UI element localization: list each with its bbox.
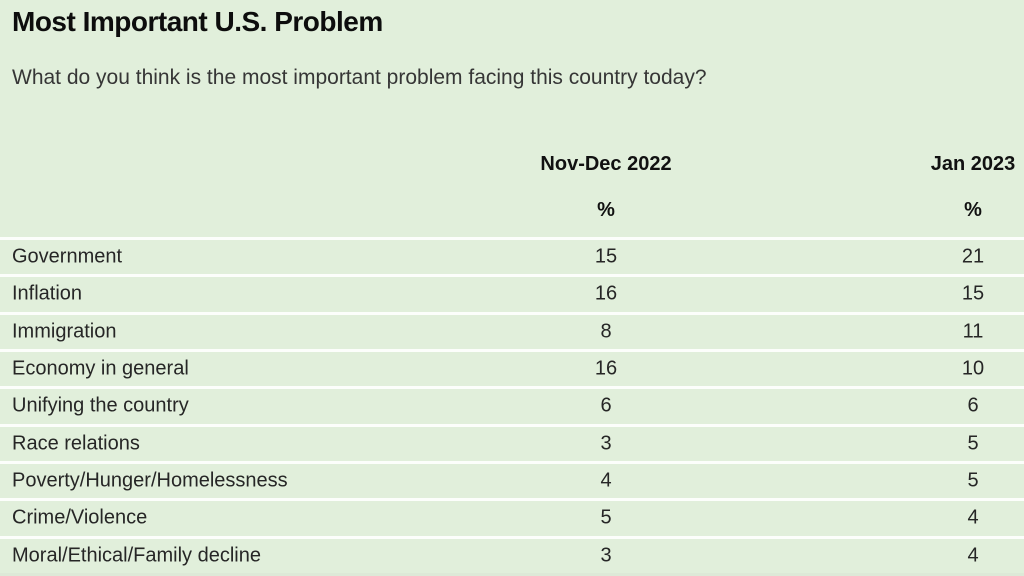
table-row: Inflation 16 15 bbox=[0, 274, 1024, 311]
table-row: Poverty/Hunger/Homelessness 4 5 bbox=[0, 460, 1024, 498]
value-nov-dec-2022: 16 bbox=[594, 357, 618, 380]
table-row: Crime/Violence 5 4 bbox=[0, 498, 1024, 535]
table-row: Immigration 8 11 bbox=[0, 311, 1024, 349]
value-nov-dec-2022: 16 bbox=[594, 282, 618, 305]
table-row: Government 15 21 bbox=[0, 237, 1024, 274]
problem-label: Government bbox=[12, 245, 123, 268]
value-jan-2023: 5 bbox=[967, 432, 979, 455]
value-nov-dec-2022: 3 bbox=[600, 544, 612, 567]
column-header-nov-dec-2022: Nov-Dec 2022 bbox=[540, 153, 672, 175]
problem-label: Economy in general bbox=[12, 357, 189, 380]
value-jan-2023: 21 bbox=[961, 245, 985, 268]
value-jan-2023: 11 bbox=[962, 320, 984, 343]
value-jan-2023: 4 bbox=[967, 544, 979, 567]
value-nov-dec-2022: 15 bbox=[594, 245, 618, 268]
value-nov-dec-2022: 3 bbox=[600, 432, 612, 455]
table-row: Moral/Ethical/Family decline 3 4 bbox=[0, 535, 1024, 573]
unit-label-nov-dec-2022: % bbox=[597, 199, 615, 221]
problem-label: Unifying the country bbox=[12, 394, 189, 417]
survey-question: What do you think is the most important … bbox=[12, 66, 707, 89]
value-jan-2023: 5 bbox=[967, 469, 979, 492]
page-title: Most Important U.S. Problem bbox=[12, 6, 383, 37]
table-row: Race relations 3 5 bbox=[0, 423, 1024, 461]
value-nov-dec-2022: 8 bbox=[600, 320, 612, 343]
problems-table: Government 15 21 Inflation 16 15 Immigra… bbox=[0, 237, 1024, 576]
table-row: Economy in general 16 10 bbox=[0, 348, 1024, 386]
problem-label: Inflation bbox=[12, 282, 83, 305]
unit-label-jan-2023: % bbox=[964, 199, 982, 221]
value-jan-2023: 4 bbox=[967, 506, 979, 529]
value-nov-dec-2022: 4 bbox=[600, 469, 612, 492]
value-jan-2023: 6 bbox=[967, 394, 979, 417]
problem-label: Race relations bbox=[12, 432, 140, 455]
value-jan-2023: 10 bbox=[961, 357, 985, 380]
problem-label: Immigration bbox=[12, 320, 117, 343]
value-nov-dec-2022: 5 bbox=[600, 506, 612, 529]
problem-label: Crime/Violence bbox=[12, 506, 148, 529]
value-jan-2023: 15 bbox=[961, 282, 985, 305]
table-row: Unifying the country 6 6 bbox=[0, 386, 1024, 423]
column-header-jan-2023: Jan 2023 bbox=[930, 153, 1016, 175]
problem-label: Moral/Ethical/Family decline bbox=[12, 544, 261, 567]
value-nov-dec-2022: 6 bbox=[600, 394, 612, 417]
problem-label: Poverty/Hunger/Homelessness bbox=[12, 469, 288, 492]
